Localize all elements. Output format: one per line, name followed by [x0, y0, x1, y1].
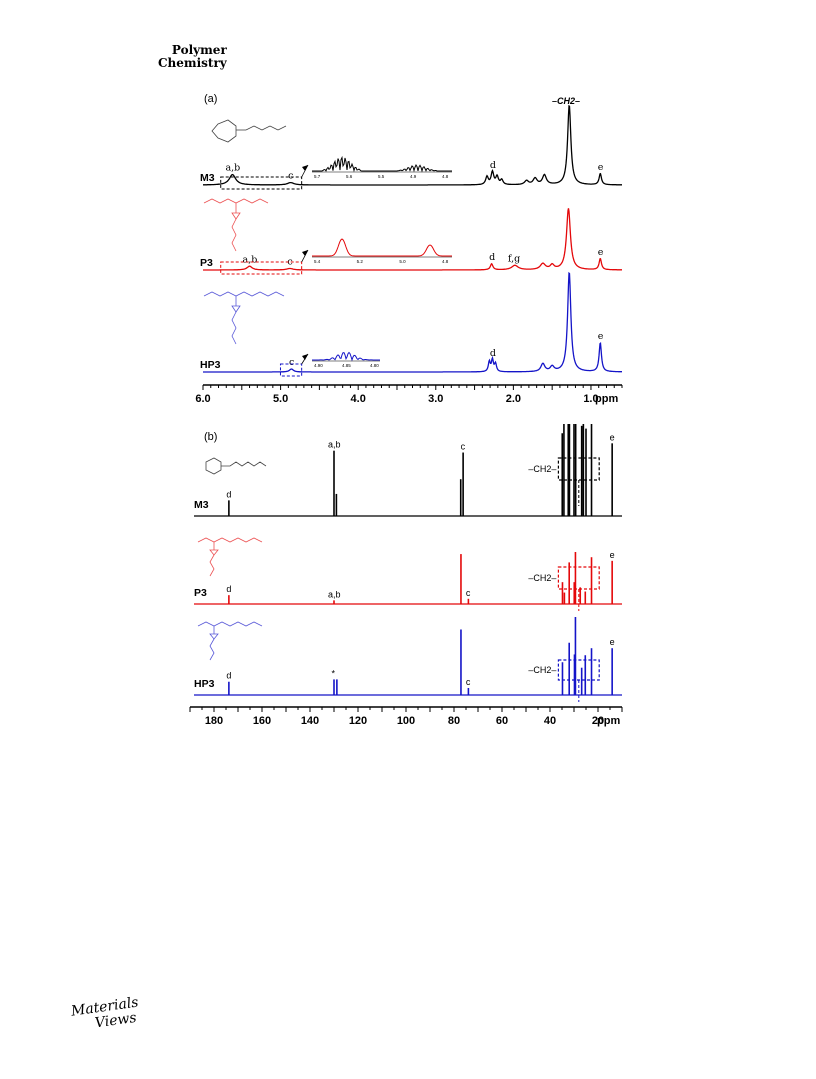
inset-spectrum-p3 [312, 238, 452, 257]
journal-name-line1: Polymer [171, 43, 227, 57]
ch2-label-m3: –CH2– [528, 464, 556, 474]
peak-label-m3-0: a,b [225, 163, 240, 174]
inset-tick-p3-0: 5.4 [314, 259, 321, 264]
peak-label-13c-p3-1: a,b [328, 589, 341, 599]
zoom-box-hp3 [279, 363, 303, 377]
peak-label-p3-2: d [489, 252, 495, 263]
ch2-box-m3 [557, 457, 600, 481]
panel-b-tick-label-0: 180 [205, 715, 223, 727]
panel-a-tick-label-1: 5.0 [273, 393, 288, 405]
peak-label-13c-hp3-0: d [226, 671, 231, 681]
trace-label-m3: M3 [200, 172, 215, 184]
inset-tick-m3-3: 4.9 [410, 174, 417, 179]
panel-a-tick-label-2: 4.0 [351, 393, 366, 405]
panel-a-tick-label-3: 3.0 [428, 393, 443, 405]
peak-label-hp3-2: d [490, 348, 496, 359]
p3-structure-icon [203, 198, 269, 252]
inset-tick-p3-3: 4.8 [442, 259, 449, 264]
zoom-arrowhead-m3 [302, 165, 308, 171]
inset-tick-hp3-1: 4.85 [342, 363, 351, 368]
panel-b-tick-label-2: 140 [301, 715, 319, 727]
peak-label-m3-3: d [490, 160, 496, 171]
peak-label-hp3-7: e [598, 331, 604, 342]
journal-name-line2: Chemistry [158, 56, 227, 70]
panel-b-tick-label-4: 100 [397, 715, 415, 727]
spectrum-m3-1h [203, 104, 622, 186]
peak-label-p3-0: a,b [243, 254, 258, 265]
inset-tick-m3-0: 5.7 [314, 174, 321, 179]
journal-name: Polymer Chemistry [158, 44, 227, 70]
panel-b-tick-label-8: 20 [592, 715, 604, 727]
inset-tick-p3-2: 5.0 [399, 259, 406, 264]
peak-label-p3-7: e [598, 247, 604, 258]
ch2-label-hp3: –CH2– [528, 665, 556, 675]
panel-b-unit: ppm [597, 715, 620, 727]
panel-b-tick-label-5: 80 [448, 715, 460, 727]
trace-label-13c-hp3: HP3 [194, 678, 215, 690]
peak-label-13c-p3-0: d [226, 584, 231, 594]
trace-label-hp3: HP3 [200, 359, 221, 371]
peak-label-13c-hp3-4: c [466, 677, 471, 687]
panel-b-tick-label-7: 40 [544, 715, 556, 727]
panel-a-unit: ppm [595, 393, 618, 405]
peak-label-13c-m3-1: a,b [328, 440, 341, 450]
ch2-label-p3: –CH2– [528, 573, 556, 583]
peak-label-hp3-0: c [289, 357, 294, 368]
panel-b-label: (b) [204, 431, 217, 443]
spectrum-hp3-1h [203, 271, 622, 373]
panel-a-1h-nmr: (a) –CH2– M3 a,b c d e 5.7 5.6 5.5 4.9 4.8 P3 a,b c d… [195, 93, 623, 405]
panel-a-x-axis: 6.0 5.0 4.0 3.0 2.0 1.0 [195, 384, 623, 405]
panel-b-tick-label-3: 120 [349, 715, 367, 727]
inset-tick-hp3-2: 4.80 [370, 363, 379, 368]
trace-label-13c-p3: P3 [194, 587, 207, 599]
spectrum-p3-1h [203, 208, 622, 271]
peak-label-13c-p3-3: c [466, 588, 471, 598]
inset-spectrum-m3 [312, 155, 452, 173]
peak-label-p3-1: c [287, 257, 292, 268]
trace-label-p3: P3 [200, 257, 213, 269]
inset-tick-m3-4: 4.8 [442, 174, 449, 179]
panel-b-13c-nmr: (b) d a,b c e M3 –CH2– d a,b c e P3 –CH2– d * c e HP3 –CH… [189, 424, 623, 727]
panel-b-x-axis: 180 160 140 120 100 80 60 40 20 [189, 706, 623, 727]
panel-b-tick-label-1: 160 [253, 715, 271, 727]
peak-label-13c-hp3-1: * [332, 668, 336, 678]
peak-label-p3-3: f,g [508, 254, 520, 265]
panel-b-tick-label-6: 60 [496, 715, 508, 727]
inset-tick-hp3-0: 4.90 [314, 363, 323, 368]
panel-a-tick-label-0: 6.0 [195, 393, 210, 405]
panel-a-tick-label-5: 1.0 [583, 393, 598, 405]
inset-spectrum-hp3 [312, 351, 380, 362]
peak-label-13c-m3-4: c [461, 442, 466, 452]
peak-label-13c-p3-12: e [610, 550, 615, 560]
m3-structure-icon-b [205, 457, 267, 475]
panel-a-tick-label-4: 2.0 [506, 393, 521, 405]
hp3-structure-icon [203, 291, 285, 345]
peak-label-m3-10: e [598, 162, 604, 173]
peak-label-13c-m3-15: e [610, 432, 615, 442]
ch2-box-p3 [557, 566, 600, 590]
inset-tick-m3-1: 5.6 [346, 174, 353, 179]
peak-label-13c-hp3-12: e [610, 637, 615, 647]
ch2-box-hp3 [557, 659, 600, 681]
trace-label-13c-m3: M3 [194, 499, 209, 511]
p3-structure-icon-b [197, 537, 263, 577]
peak-label-13c-m3-0: d [226, 489, 231, 499]
zoom-box-p3 [220, 261, 303, 275]
zoom-arrowhead-p3 [302, 250, 308, 256]
inset-tick-m3-2: 5.5 [378, 174, 385, 179]
peak-label-m3-1: c [288, 171, 293, 182]
zoom-box-m3 [220, 176, 303, 190]
m3-structure-icon [211, 119, 287, 143]
inset-tick-p3-1: 5.2 [357, 259, 364, 264]
hp3-structure-icon-b [197, 621, 263, 661]
ch2-top-label: –CH2– [552, 96, 580, 106]
panel-a-label: (a) [204, 93, 217, 105]
zoom-arrowhead-hp3 [302, 354, 308, 360]
